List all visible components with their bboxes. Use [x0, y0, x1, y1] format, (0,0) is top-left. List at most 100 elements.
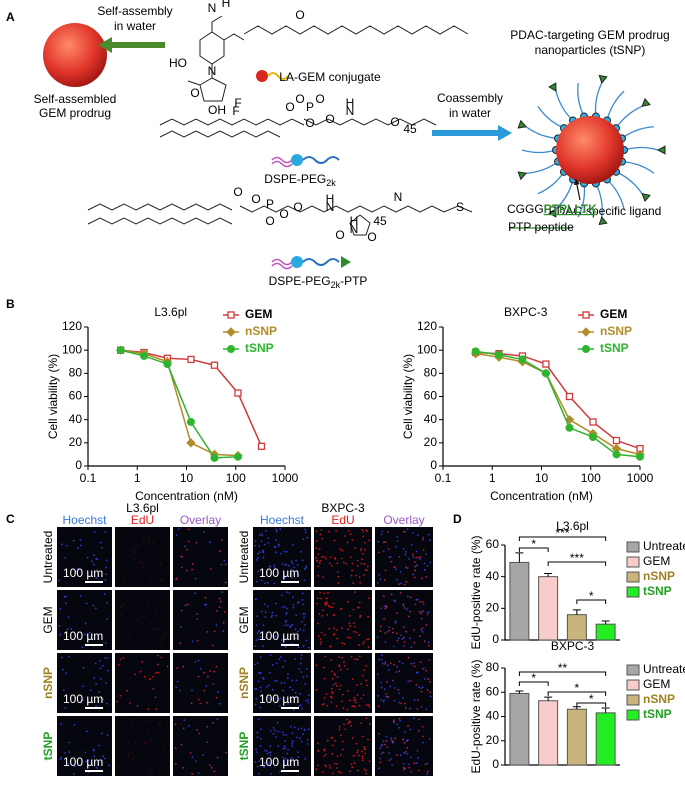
- cell-dot: [336, 562, 339, 565]
- cell-dot: [271, 664, 274, 666]
- row-label: Untreated: [41, 531, 55, 584]
- cell-dot: [382, 550, 385, 553]
- data-point: [636, 452, 644, 461]
- cell-dot: [388, 629, 391, 632]
- cell-dot: [428, 659, 431, 661]
- data-point: [116, 346, 125, 355]
- cell-dot: [302, 538, 305, 541]
- significance-label: ***: [555, 526, 569, 540]
- cell-dot: [273, 582, 276, 585]
- cell-dot: [292, 606, 295, 609]
- cell-dot: [405, 566, 407, 569]
- cell-dot: [384, 632, 387, 635]
- cell-dot: [122, 602, 125, 605]
- cell-dot: [323, 555, 326, 558]
- cell-dot: [60, 656, 63, 659]
- panel-label: C: [6, 512, 15, 526]
- cell-dot: [194, 592, 197, 595]
- cell-dot: [331, 692, 334, 695]
- cell-dot: [206, 741, 209, 744]
- cell-dot: [338, 656, 341, 659]
- cell-dot: [329, 766, 332, 769]
- cell-dot: [274, 729, 277, 732]
- cell-dot: [92, 604, 95, 607]
- cell-dot: [366, 569, 368, 572]
- cell-dot: [116, 614, 119, 617]
- cell-dot: [419, 558, 422, 561]
- cell-dot: [425, 708, 428, 711]
- cell-dot: [356, 684, 359, 686]
- cell-dot: [349, 556, 352, 559]
- cell-dot: [64, 707, 67, 710]
- cell-dot: [259, 686, 262, 689]
- cell-dot: [380, 686, 383, 689]
- cell-dot: [117, 663, 120, 666]
- cell-dot: [427, 533, 430, 536]
- cell-dot: [303, 728, 306, 731]
- cell-dot: [284, 645, 287, 648]
- cell-dot: [402, 603, 405, 606]
- cell-dot: [353, 696, 356, 699]
- cell-dot: [381, 662, 384, 665]
- cell-dot: [152, 628, 155, 631]
- cell-dot: [288, 638, 291, 641]
- cell-dot: [156, 628, 159, 630]
- legend-marker: [581, 327, 591, 337]
- cell-dot: [393, 645, 395, 648]
- row-label: GEM: [237, 606, 251, 633]
- cell-dot: [420, 687, 423, 690]
- cell-dot: [426, 773, 429, 775]
- cell-dot: [390, 758, 393, 760]
- cell-dot: [303, 616, 306, 619]
- y-tick-label: 0: [430, 458, 437, 472]
- cell-dot: [346, 541, 349, 544]
- cell-dot: [297, 728, 300, 731]
- cell-dot: [405, 630, 407, 633]
- significance-label: *: [589, 692, 594, 706]
- cell-dot: [269, 754, 272, 757]
- cell-dot: [306, 675, 309, 678]
- cell-dot: [408, 766, 411, 769]
- cell-dot: [134, 741, 137, 744]
- cell-dot: [285, 591, 288, 594]
- atom-label: HO: [169, 56, 187, 70]
- cell-dot: [255, 558, 258, 561]
- cell-dot: [209, 568, 212, 570]
- cell-dot: [274, 602, 277, 605]
- cell-dot: [279, 704, 281, 707]
- cell-dot: [322, 609, 325, 612]
- legend-label: Untreated: [643, 662, 685, 676]
- cell-dot: [325, 557, 327, 560]
- cell-dot: [414, 603, 417, 606]
- cell-dot: [180, 566, 183, 569]
- cell-dot: [306, 536, 309, 539]
- y-tick-label: 120: [62, 319, 82, 333]
- cell-dot: [148, 557, 151, 559]
- cell-dot: [93, 755, 96, 758]
- cell-dot: [411, 553, 414, 556]
- cell-dot: [131, 758, 134, 761]
- cell-dot: [255, 624, 258, 627]
- cell-dot: [302, 644, 305, 647]
- chart-title: BXPC-3: [551, 639, 595, 653]
- cell-dot: [300, 657, 303, 660]
- cell-dot: [319, 591, 322, 594]
- cell-dot: [325, 597, 328, 600]
- cell-dot: [302, 676, 305, 679]
- cell-dot: [315, 540, 318, 542]
- data-point: [612, 450, 621, 459]
- cell-dot: [104, 657, 107, 659]
- cell-dot: [333, 673, 336, 675]
- cell-dot: [106, 669, 109, 672]
- scale-bar-label: 100 µm: [63, 755, 103, 769]
- cell-dot: [305, 667, 308, 670]
- cell-dot: [402, 547, 405, 550]
- cell-dot: [323, 696, 326, 699]
- cell-dot: [398, 717, 401, 720]
- cell-dot: [211, 644, 214, 647]
- cell-dot: [413, 629, 415, 631]
- cell-dot: [349, 721, 351, 724]
- cell-dot: [414, 561, 416, 563]
- cell-dot: [413, 699, 416, 701]
- scale-bar-label: 100 µm: [63, 692, 103, 706]
